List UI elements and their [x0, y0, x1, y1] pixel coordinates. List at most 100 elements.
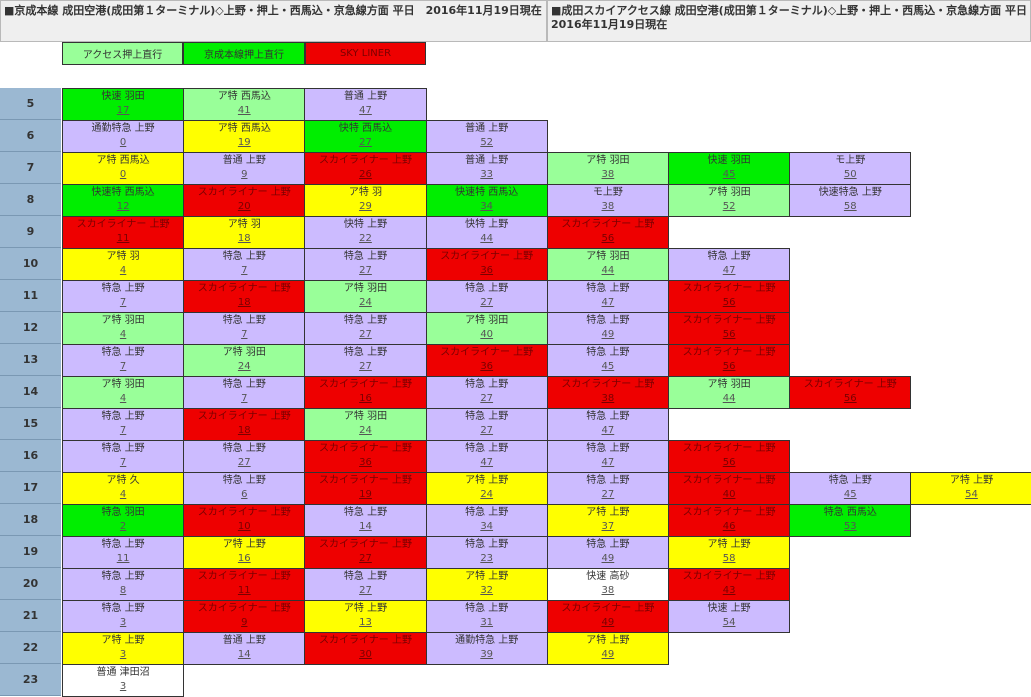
departure-minute-link[interactable]: 45 — [843, 489, 857, 500]
departure-minute-link[interactable]: 4 — [119, 265, 127, 276]
train-cell[interactable]: 特急 上野 7 — [62, 440, 185, 473]
departure-minute-link[interactable]: 27 — [359, 137, 372, 148]
departure-minute-link[interactable]: 38 — [601, 393, 615, 404]
train-cell[interactable]: 特急 上野 7 — [183, 248, 306, 281]
departure-minute-link[interactable]: 40 — [722, 489, 736, 500]
train-cell[interactable]: スカイライナー 上野 56 — [668, 440, 791, 473]
train-cell[interactable]: 特急 上野 8 — [62, 568, 185, 601]
train-cell[interactable]: ア特 羽田 24 — [304, 280, 427, 313]
departure-minute-link[interactable]: 27 — [359, 265, 372, 276]
departure-minute-link[interactable]: 16 — [237, 553, 251, 564]
train-cell[interactable]: 特急 上野 47 — [546, 280, 669, 313]
departure-minute-link[interactable]: 54 — [722, 617, 736, 628]
train-cell[interactable]: 特急 上野 6 — [183, 472, 306, 505]
departure-minute-link[interactable]: 45 — [722, 169, 736, 180]
departure-minute-link[interactable]: 0 — [119, 137, 127, 148]
train-cell[interactable]: ア特 上野 3 — [62, 632, 185, 665]
train-cell[interactable]: ア特 羽田 24 — [183, 344, 306, 377]
train-cell[interactable]: 特急 上野 27 — [304, 568, 427, 601]
train-cell[interactable]: スカイライナー 上野 36 — [304, 440, 427, 473]
departure-minute-link[interactable]: 14 — [237, 649, 251, 660]
departure-minute-link[interactable]: 56 — [601, 233, 615, 244]
departure-minute-link[interactable]: 27 — [237, 457, 251, 468]
departure-minute-link[interactable]: 37 — [601, 521, 615, 532]
train-cell[interactable]: スカイライナー 上野 56 — [546, 216, 669, 249]
departure-minute-link[interactable]: 49 — [601, 329, 615, 340]
train-cell[interactable]: 特急 上野 27 — [304, 312, 427, 345]
train-cell[interactable]: 特急 上野 27 — [546, 472, 669, 505]
departure-minute-link[interactable]: 39 — [480, 649, 494, 660]
departure-minute-link[interactable]: 47 — [722, 265, 736, 276]
train-cell[interactable]: 普通 上野 52 — [425, 120, 548, 153]
train-cell[interactable]: 特急 上野 7 — [183, 312, 306, 345]
departure-minute-link[interactable]: 7 — [119, 457, 127, 468]
departure-minute-link[interactable]: 27 — [480, 425, 494, 436]
departure-minute-link[interactable]: 27 — [359, 553, 372, 564]
train-cell[interactable]: 特急 上野 45 — [546, 344, 669, 377]
train-cell[interactable]: ア特 羽田 24 — [304, 408, 427, 441]
train-cell[interactable]: 特急 上野 47 — [546, 440, 669, 473]
train-cell[interactable]: 特急 上野 23 — [425, 536, 548, 569]
train-cell[interactable]: 快特 上野 22 — [304, 216, 427, 249]
train-cell[interactable]: スカイライナー 上野 27 — [304, 536, 427, 569]
train-cell[interactable]: 特急 上野 27 — [425, 376, 548, 409]
departure-minute-link[interactable]: 22 — [359, 233, 372, 244]
departure-minute-link[interactable]: 3 — [119, 617, 127, 628]
train-cell[interactable]: ア特 羽田 52 — [668, 184, 791, 217]
train-cell[interactable]: スカイライナー 上野 56 — [668, 344, 791, 377]
departure-minute-link[interactable]: 3 — [119, 681, 127, 692]
departure-minute-link[interactable]: 13 — [359, 617, 372, 628]
train-cell[interactable]: スカイライナー 上野 36 — [425, 344, 548, 377]
train-cell[interactable]: 特急 上野 27 — [304, 248, 427, 281]
departure-minute-link[interactable]: 27 — [359, 585, 372, 596]
train-cell[interactable]: 特急 上野 27 — [425, 408, 548, 441]
train-cell[interactable]: ア特 羽 18 — [183, 216, 306, 249]
train-cell[interactable]: スカイライナー 上野 18 — [183, 408, 306, 441]
train-cell[interactable]: 通勤特急 上野 39 — [425, 632, 548, 665]
departure-minute-link[interactable]: 23 — [480, 553, 494, 564]
train-cell[interactable]: ア特 羽 29 — [304, 184, 427, 217]
departure-minute-link[interactable]: 18 — [237, 297, 251, 308]
train-cell[interactable]: 特急 上野 45 — [789, 472, 912, 505]
departure-minute-link[interactable]: 4 — [119, 489, 127, 500]
departure-minute-link[interactable]: 47 — [601, 425, 615, 436]
departure-minute-link[interactable]: 52 — [722, 201, 736, 212]
departure-minute-link[interactable]: 36 — [359, 457, 372, 468]
departure-minute-link[interactable]: 18 — [237, 425, 251, 436]
train-cell[interactable]: ア特 上野 58 — [668, 536, 791, 569]
departure-minute-link[interactable]: 54 — [965, 489, 978, 500]
departure-minute-link[interactable]: 38 — [601, 169, 615, 180]
departure-minute-link[interactable]: 11 — [116, 233, 130, 244]
departure-minute-link[interactable]: 56 — [722, 457, 736, 468]
departure-minute-link[interactable]: 44 — [480, 233, 494, 244]
departure-minute-link[interactable]: 52 — [480, 137, 494, 148]
departure-minute-link[interactable]: 19 — [359, 489, 372, 500]
train-cell[interactable]: ア特 羽田 4 — [62, 376, 185, 409]
departure-minute-link[interactable]: 40 — [480, 329, 494, 340]
train-cell[interactable]: 特急 上野 49 — [546, 536, 669, 569]
train-cell[interactable]: ア特 上野 54 — [910, 472, 1031, 505]
train-cell[interactable]: ア特 西馬込 19 — [183, 120, 306, 153]
train-cell[interactable]: ア特 上野 16 — [183, 536, 306, 569]
departure-minute-link[interactable]: 44 — [722, 393, 736, 404]
departure-minute-link[interactable]: 12 — [116, 201, 130, 212]
train-cell[interactable]: 普通 上野 9 — [183, 152, 306, 185]
departure-minute-link[interactable]: 47 — [480, 457, 494, 468]
train-cell[interactable]: ア特 上野 13 — [304, 600, 427, 633]
train-cell[interactable]: スカイライナー 上野 26 — [304, 152, 427, 185]
train-cell[interactable]: スカイライナー 上野 36 — [425, 248, 548, 281]
train-cell[interactable]: 特急 上野 7 — [62, 280, 185, 313]
train-cell[interactable]: スカイライナー 上野 56 — [789, 376, 912, 409]
departure-minute-link[interactable]: 30 — [359, 649, 372, 660]
departure-minute-link[interactable]: 56 — [722, 329, 736, 340]
departure-minute-link[interactable]: 9 — [241, 169, 248, 180]
departure-minute-link[interactable]: 24 — [480, 489, 494, 500]
departure-minute-link[interactable]: 31 — [480, 617, 494, 628]
train-cell[interactable]: スカイライナー 上野 10 — [183, 504, 306, 537]
departure-minute-link[interactable]: 27 — [359, 329, 372, 340]
departure-minute-link[interactable]: 18 — [237, 233, 251, 244]
departure-minute-link[interactable]: 27 — [359, 361, 372, 372]
train-cell[interactable]: 快速 羽田 45 — [668, 152, 791, 185]
departure-minute-link[interactable]: 47 — [601, 457, 615, 468]
train-cell[interactable]: 快速特 西馬込 12 — [62, 184, 185, 217]
